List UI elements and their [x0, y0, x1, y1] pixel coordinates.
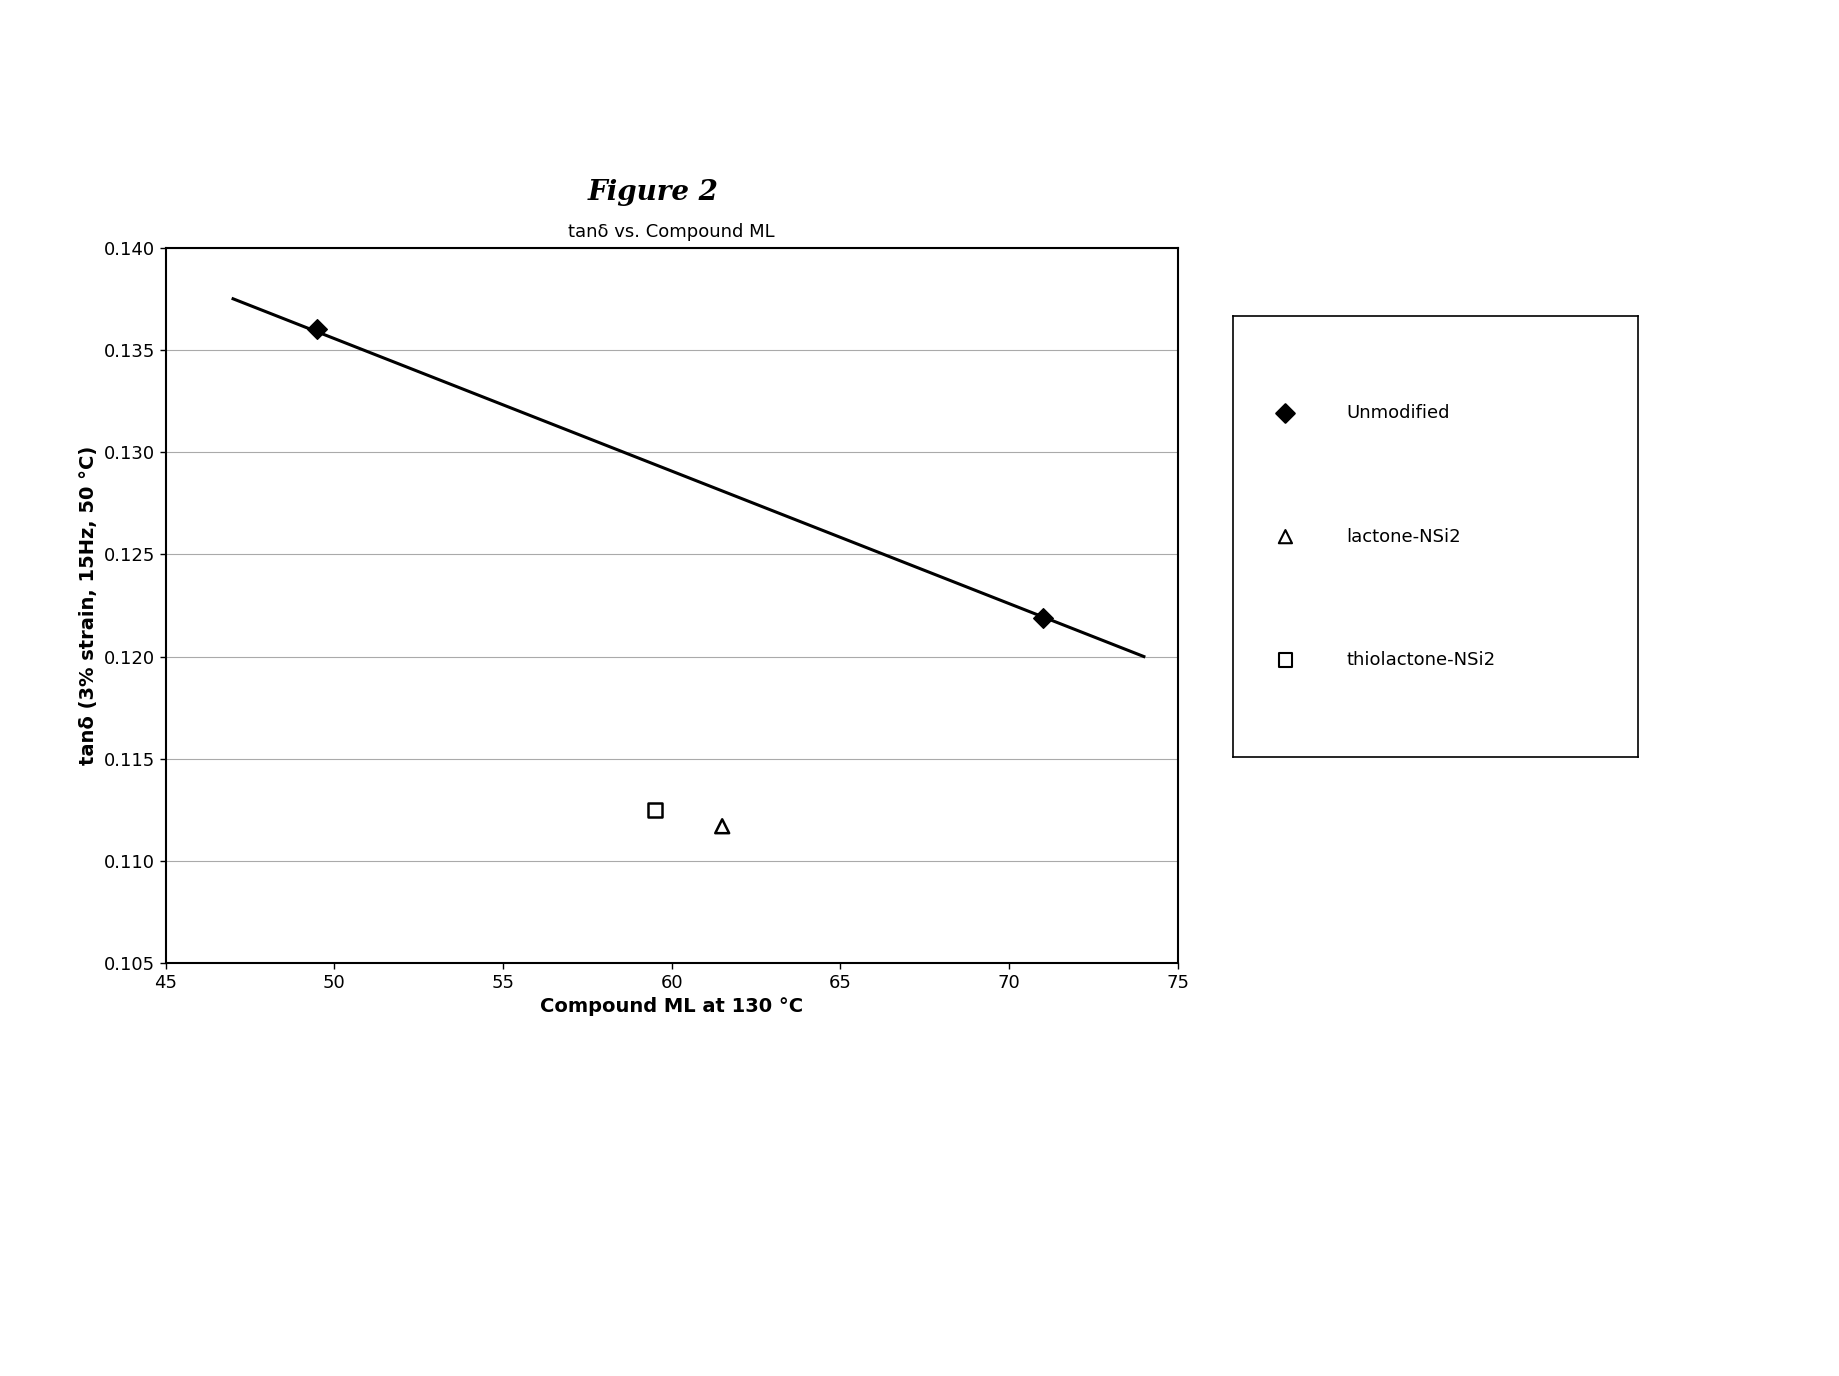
Point — [1028, 607, 1057, 629]
Text: thiolactone-NSi2: thiolactone-NSi2 — [1346, 651, 1495, 669]
Point — [706, 815, 736, 837]
Point — [640, 799, 669, 821]
Text: Figure 2: Figure 2 — [587, 179, 719, 206]
Text: lactone-NSi2: lactone-NSi2 — [1346, 527, 1460, 546]
X-axis label: Compound ML at 130 °C: Compound ML at 130 °C — [539, 998, 804, 1015]
Point — [302, 318, 331, 340]
Title: tanδ vs. Compound ML: tanδ vs. Compound ML — [568, 223, 774, 241]
Text: Unmodified: Unmodified — [1346, 405, 1449, 422]
Y-axis label: tanδ (3% strain, 15Hz, 50 °C): tanδ (3% strain, 15Hz, 50 °C) — [79, 446, 97, 765]
